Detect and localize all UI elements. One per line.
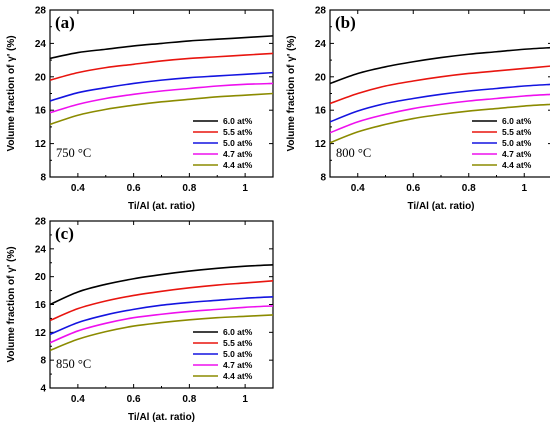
legend-label: 4.4 at%: [223, 371, 253, 381]
legend-label: 5.0 at%: [223, 349, 253, 359]
series-line-5: [50, 92, 273, 126]
series-line-2: [50, 52, 273, 81]
series-line-5: [330, 103, 550, 144]
y-tick-label: 20: [315, 72, 327, 83]
y-tick-label: 20: [35, 272, 47, 283]
legend-label: 5.0 at%: [502, 138, 532, 148]
legend-label: 6.0 at%: [223, 327, 253, 337]
series-line-2: [50, 280, 273, 322]
series-line-4: [50, 305, 273, 344]
x-tick-label: 0.4: [71, 183, 85, 194]
chart-panel-2: 0.4 0.6 0.8 1 8 12 16 20 24 28 6.0 at%5.5 at%5.0 a…: [286, 6, 550, 212]
legend-label: 5.0 at%: [223, 138, 253, 148]
y-tick-label: 16: [35, 106, 47, 117]
series-line-1: [330, 46, 550, 85]
series-line-1: [50, 35, 273, 60]
y-tick-label: 28: [315, 6, 327, 17]
y-tick-label: 4: [40, 384, 46, 395]
legend-label: 5.5 at%: [223, 338, 253, 348]
legend-label: 5.5 at%: [502, 127, 532, 137]
legend-label: 6.0 at%: [502, 116, 532, 126]
y-axis-label: Volume fraction of γ' (%): [6, 246, 17, 362]
legend-label: 4.4 at%: [502, 160, 532, 170]
panel-label: (b): [335, 13, 356, 32]
x-tick-label: 0.6: [127, 183, 141, 194]
y-tick-label: 8: [40, 173, 46, 184]
x-tick-label: 0.6: [127, 394, 141, 405]
temperature-annotation: 800 °C: [336, 146, 371, 160]
y-tick-label: 8: [320, 173, 326, 184]
legend-label: 4.7 at%: [223, 360, 253, 370]
y-tick-label: 28: [35, 217, 47, 228]
x-tick-label: 0.6: [406, 183, 420, 194]
x-tick-label: 0.8: [182, 394, 196, 405]
y-tick-label: 16: [35, 300, 47, 311]
y-tick-label: 12: [315, 139, 327, 150]
x-axis-label: Ti/Al (at. ratio): [407, 201, 474, 212]
y-tick-label: 8: [40, 356, 46, 367]
x-tick-label: 1: [521, 183, 527, 194]
x-tick-label: 1: [242, 183, 248, 194]
legend-label: 4.4 at%: [223, 160, 253, 170]
y-tick-label: 12: [35, 328, 47, 339]
legend-label: 5.5 at%: [223, 127, 253, 137]
legend-label: 6.0 at%: [223, 116, 253, 126]
chart-panel-3: 0.4 0.6 0.8 1 4 8 12 16 20 24 28 6.0 at%5.5 at%5.0 …: [6, 217, 274, 423]
y-axis-label: Volume fraction of γ' (%): [6, 35, 17, 151]
x-tick-label: 0.8: [462, 183, 476, 194]
series-line-2: [330, 65, 550, 105]
series-line-3: [50, 296, 273, 336]
panel-label: (c): [55, 224, 74, 243]
y-tick-label: 24: [35, 39, 47, 50]
y-axis-label: Volume fraction of γ' (%): [286, 35, 297, 151]
x-tick-label: 0.8: [182, 183, 196, 194]
x-tick-label: 1: [242, 394, 248, 405]
temperature-annotation: 750 °C: [56, 146, 91, 160]
x-axis-label: Ti/Al (at. ratio): [128, 412, 195, 423]
series-line-1: [50, 264, 273, 306]
series-line-3: [330, 83, 550, 123]
chart-panel-1: 0.4 0.6 0.8 1 8 12 16 20 24 28 6.0 at%5.5 at%5.0 a…: [6, 6, 274, 212]
y-tick-label: 12: [35, 139, 47, 150]
legend-label: 4.7 at%: [223, 149, 253, 159]
legend-label: 4.7 at%: [502, 149, 532, 159]
series-line-3: [50, 71, 273, 102]
temperature-annotation: 850 °C: [56, 357, 91, 371]
series-line-5: [50, 314, 273, 352]
series-line-4: [330, 93, 550, 134]
panel-label: (a): [55, 13, 75, 32]
y-tick-label: 24: [315, 39, 327, 50]
x-tick-label: 0.4: [351, 183, 365, 194]
y-tick-label: 20: [35, 72, 47, 83]
x-axis-label: Ti/Al (at. ratio): [128, 201, 195, 212]
series-line-4: [50, 82, 273, 114]
x-tick-label: 0.4: [71, 394, 85, 405]
y-tick-label: 28: [35, 6, 47, 17]
y-tick-label: 16: [315, 106, 327, 117]
y-tick-label: 24: [35, 244, 47, 255]
